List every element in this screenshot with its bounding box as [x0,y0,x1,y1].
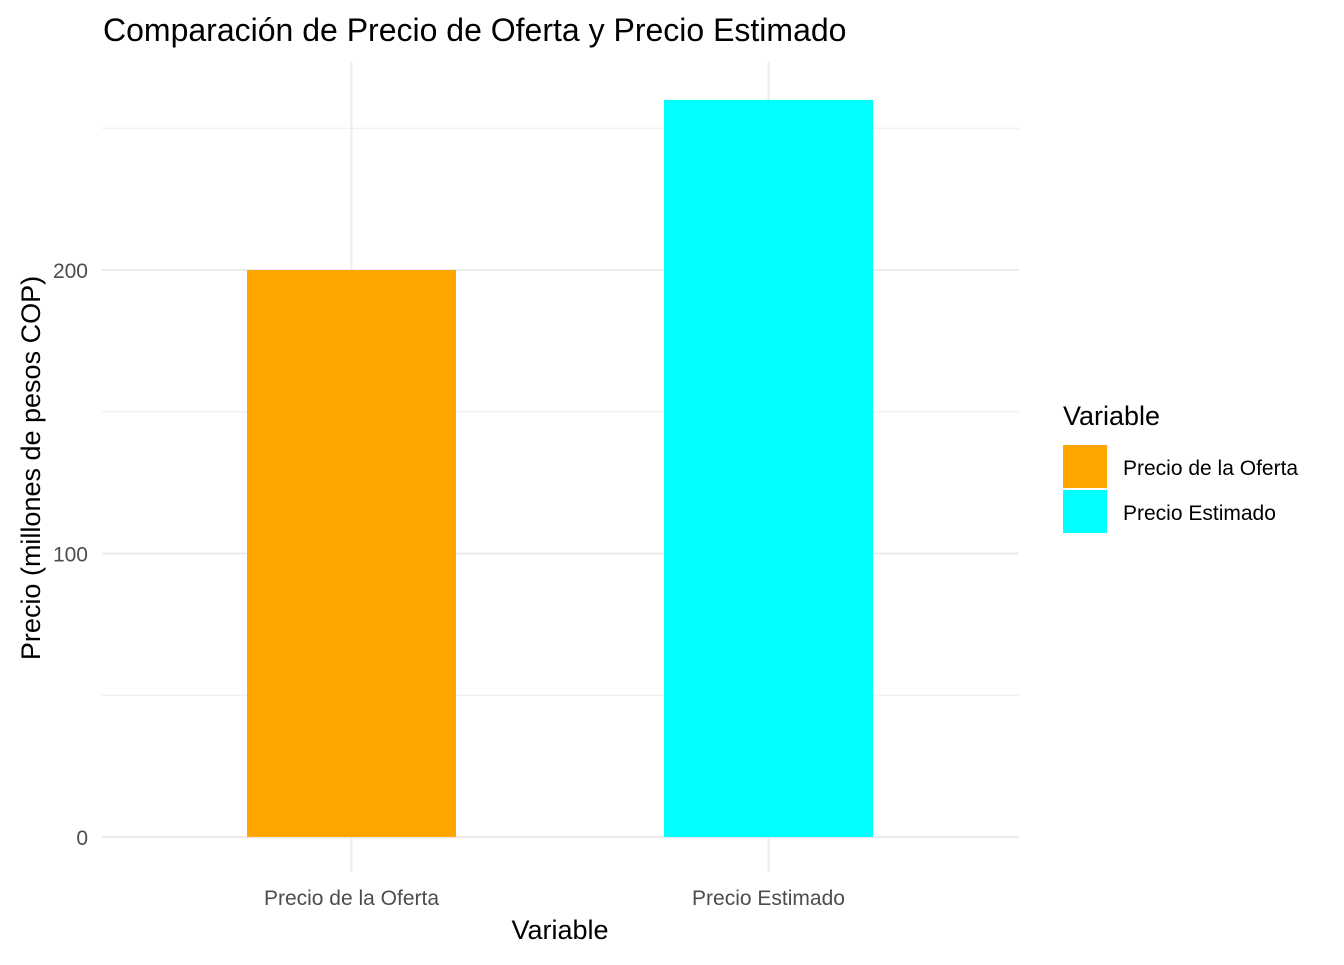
x-axis-ticks: Precio de la Oferta Precio Estimado [264,887,845,910]
y-tick-label: 0 [76,827,88,850]
y-tick-label: 100 [53,544,88,567]
grid [102,62,1019,872]
x-tick-label: Precio Estimado [692,887,845,910]
x-tick-label: Precio de la Oferta [264,887,439,910]
legend-key-swatch [1063,490,1107,533]
y-tick-label: 200 [53,260,88,283]
x-axis-title: Variable [511,915,608,945]
legend-key-swatch [1063,445,1107,488]
y-axis-ticks: 0 100 200 [53,260,88,850]
chart-title: Comparación de Precio de Oferta y Precio… [103,12,846,48]
legend-title: Variable [1063,401,1160,431]
bar-precio-estimado [664,99,873,837]
legend-item-label: Precio Estimado [1123,502,1276,525]
bar-precio-de-la-oferta [247,270,456,837]
bars [247,99,873,837]
legend: Variable Precio de la Oferta Precio Estim… [1063,401,1298,533]
legend-item-label: Precio de la Oferta [1123,457,1298,480]
y-axis-title: Precio (millones de pesos COP) [16,276,46,660]
